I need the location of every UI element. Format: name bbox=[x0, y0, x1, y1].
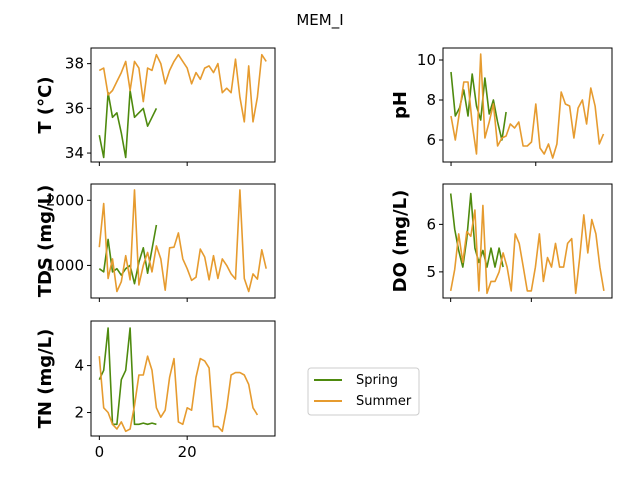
panel-5-frame bbox=[90, 320, 276, 437]
panel-4-series-summer bbox=[449, 204, 605, 295]
panel-1-ytick-label: 34 bbox=[65, 144, 84, 162]
panel-4-ytick-label: 5 bbox=[426, 263, 436, 281]
panel-4-ytick-label: 6 bbox=[426, 215, 436, 233]
panel-5-ylabel: TN (mg/L) bbox=[35, 329, 56, 429]
panel-2-frame bbox=[442, 47, 613, 163]
panel-4-frame bbox=[442, 183, 613, 299]
figure-title: MEM_I bbox=[296, 11, 343, 30]
panel-2-series-summer bbox=[450, 53, 605, 159]
panel-5-xtick-label: 20 bbox=[178, 443, 197, 461]
legend-label-summer: Summer bbox=[356, 394, 412, 409]
panel-1-series-summer bbox=[98, 53, 267, 123]
panel-1-ytick-label: 38 bbox=[65, 55, 84, 73]
panel-5-series-summer bbox=[98, 355, 259, 433]
panel-5: 2 4 0 20 TN (mg/L) bbox=[35, 320, 276, 461]
panel-2-ytick-label: 6 bbox=[426, 131, 436, 149]
panel-2-ytick-label: 10 bbox=[417, 51, 436, 69]
panel-5-series-spring bbox=[98, 327, 157, 426]
panel-1: 34 36 38 T (°C) bbox=[35, 47, 276, 166]
panel-1-ylabel: T (°C) bbox=[35, 76, 56, 133]
panel-1-series-spring bbox=[98, 89, 158, 159]
panel-1-frame bbox=[90, 47, 276, 163]
panel-5-ytick-label: 4 bbox=[74, 357, 84, 375]
panel-4: 5 6 DO (mg/L) bbox=[390, 183, 613, 302]
panel-5-ytick-label: 2 bbox=[74, 404, 84, 422]
legend: Spring Summer bbox=[307, 367, 420, 416]
panel-3-series-summer bbox=[98, 189, 267, 293]
panel-3-ytick-label: 2000 bbox=[46, 191, 84, 209]
panel-4-ylabel: DO (mg/L) bbox=[390, 190, 411, 293]
panel-3-ytick-label: 1000 bbox=[46, 256, 84, 274]
legend-label-spring: Spring bbox=[356, 373, 398, 388]
panel-3-frame bbox=[90, 183, 276, 299]
panel-2: 6 8 10 pH bbox=[390, 47, 613, 166]
panel-2-ytick-label: 8 bbox=[426, 91, 436, 109]
panel-3-ylabel: TDS (mg/L) bbox=[35, 185, 56, 298]
panel-2-ylabel: pH bbox=[390, 91, 411, 119]
panel-1-ytick-label: 36 bbox=[65, 99, 84, 117]
panel-5-xtick-label: 0 bbox=[95, 443, 105, 461]
